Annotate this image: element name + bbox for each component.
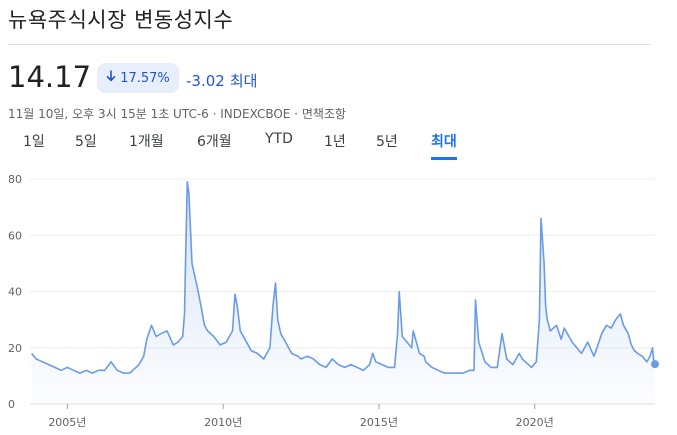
header-divider — [8, 44, 651, 45]
x-tick-label-2010: 2010년 — [204, 416, 242, 429]
tab-5y[interactable]: 5년 — [376, 129, 398, 157]
tab-max[interactable]: 최대 — [431, 129, 457, 160]
tab-1y[interactable]: 1년 — [324, 129, 346, 157]
y-tick-label-0: 0 — [8, 398, 15, 411]
tab-5d[interactable]: 5일 — [75, 129, 97, 157]
y-tick-label-20: 20 — [8, 342, 22, 355]
change-value: -3.02 — [186, 72, 225, 90]
arrow-down-icon — [106, 70, 116, 86]
current-price: 14.17 — [8, 60, 91, 94]
y-tick-label-40: 40 — [8, 286, 22, 299]
change-percent-badge: 17.57% — [97, 63, 179, 93]
vix-chart: 0 20 40 60 80 2005년 2010년 2015년 2020년 — [0, 165, 677, 435]
tab-1d[interactable]: 1일 — [23, 129, 45, 157]
change-period: 최대 — [230, 72, 258, 90]
page-title: 뉴욕주식시장 변동성지수 — [8, 4, 233, 34]
x-tick-label-2015: 2015년 — [360, 416, 398, 429]
range-tabs: 1일 5일 1개월 6개월 YTD 1년 5년 최대 — [0, 129, 677, 157]
y-tick-label-60: 60 — [8, 229, 22, 242]
change-percent: 17.57% — [120, 71, 170, 86]
change-absolute: -3.02 최대 — [186, 70, 257, 91]
series-area — [32, 182, 655, 404]
x-tick-label-2005: 2005년 — [48, 416, 86, 429]
y-tick-label-80: 80 — [8, 173, 22, 186]
quote-meta: 11월 10일, 오후 3시 15분 1초 UTC-6 · INDEXCBOE … — [8, 105, 346, 122]
tab-1m[interactable]: 1개월 — [129, 129, 164, 157]
last-point-marker — [651, 360, 659, 368]
x-tick-label-2020: 2020년 — [516, 416, 554, 429]
tab-ytd[interactable]: YTD — [265, 129, 293, 153]
tab-6m[interactable]: 6개월 — [197, 129, 232, 157]
